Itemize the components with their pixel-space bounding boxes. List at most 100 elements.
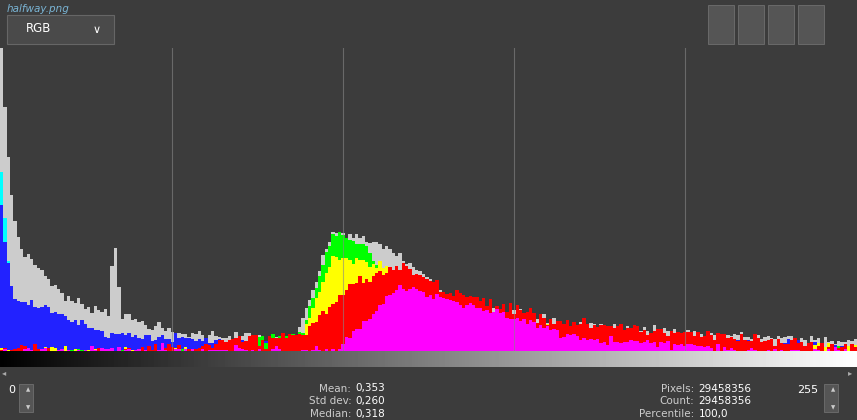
Text: Median:: Median: bbox=[310, 409, 351, 419]
Bar bbox=[723, 341, 727, 351]
Bar bbox=[455, 328, 458, 351]
Text: Mean:: Mean: bbox=[320, 383, 351, 394]
Bar bbox=[683, 332, 686, 351]
Bar bbox=[462, 295, 465, 351]
Bar bbox=[315, 282, 318, 351]
Bar bbox=[130, 346, 134, 351]
Bar bbox=[817, 338, 820, 351]
Bar bbox=[602, 328, 606, 351]
Bar bbox=[472, 305, 476, 351]
Bar bbox=[362, 321, 365, 351]
Bar bbox=[576, 336, 579, 351]
Bar bbox=[750, 344, 753, 351]
Bar bbox=[794, 338, 797, 351]
Bar bbox=[583, 334, 586, 351]
Bar bbox=[97, 330, 100, 351]
Bar bbox=[465, 299, 469, 351]
Bar bbox=[495, 318, 499, 351]
Bar bbox=[258, 342, 261, 351]
Bar bbox=[623, 330, 626, 351]
Bar bbox=[800, 344, 803, 351]
Bar bbox=[767, 346, 770, 351]
Bar bbox=[339, 232, 341, 351]
Bar bbox=[780, 338, 783, 351]
Bar bbox=[743, 350, 746, 351]
Bar bbox=[586, 333, 589, 351]
Bar bbox=[335, 234, 339, 351]
Bar bbox=[713, 346, 716, 351]
Bar bbox=[706, 331, 710, 351]
Bar bbox=[439, 323, 442, 351]
Bar bbox=[385, 246, 388, 351]
Bar bbox=[53, 285, 57, 351]
Bar bbox=[151, 341, 154, 351]
Bar bbox=[566, 333, 569, 351]
Bar bbox=[160, 335, 164, 351]
Bar bbox=[546, 324, 549, 351]
Bar bbox=[144, 350, 147, 351]
Bar bbox=[40, 326, 44, 351]
Bar bbox=[626, 342, 629, 351]
Bar bbox=[813, 349, 817, 351]
Bar bbox=[160, 349, 164, 351]
Bar bbox=[261, 350, 265, 351]
Bar bbox=[592, 341, 596, 351]
Bar bbox=[318, 340, 321, 351]
Bar bbox=[669, 335, 673, 351]
Bar bbox=[472, 350, 476, 351]
Bar bbox=[479, 302, 482, 351]
Bar bbox=[532, 326, 536, 351]
Bar bbox=[803, 339, 806, 351]
Bar bbox=[455, 333, 458, 351]
Text: 0: 0 bbox=[9, 385, 15, 395]
Bar bbox=[536, 330, 539, 351]
Bar bbox=[428, 279, 432, 351]
Bar bbox=[499, 309, 502, 351]
Bar bbox=[225, 342, 228, 351]
Bar bbox=[636, 334, 639, 351]
Bar bbox=[67, 350, 70, 351]
Bar bbox=[516, 310, 518, 351]
Bar bbox=[40, 349, 44, 351]
Bar bbox=[458, 293, 462, 351]
Bar bbox=[646, 339, 650, 351]
Bar bbox=[399, 302, 402, 351]
Bar bbox=[666, 350, 669, 351]
Bar bbox=[840, 346, 843, 351]
Bar bbox=[271, 336, 274, 351]
Bar bbox=[810, 336, 813, 351]
Bar bbox=[472, 315, 476, 351]
Bar bbox=[693, 336, 696, 351]
Bar bbox=[304, 320, 308, 351]
Bar bbox=[492, 320, 495, 351]
Text: 0,260: 0,260 bbox=[356, 396, 386, 406]
Bar bbox=[516, 318, 518, 351]
Bar bbox=[626, 326, 629, 351]
Bar bbox=[529, 327, 532, 351]
Bar bbox=[476, 329, 479, 351]
Bar bbox=[311, 297, 315, 351]
Bar bbox=[579, 322, 583, 351]
Bar bbox=[214, 348, 218, 351]
Bar bbox=[251, 341, 255, 351]
Bar bbox=[402, 260, 405, 351]
Bar bbox=[632, 336, 636, 351]
Bar bbox=[780, 346, 783, 351]
Bar bbox=[174, 333, 177, 351]
Bar bbox=[562, 342, 566, 351]
Bar bbox=[606, 343, 609, 351]
Bar bbox=[124, 350, 127, 351]
Bar bbox=[800, 342, 803, 351]
Bar bbox=[348, 260, 351, 351]
Bar bbox=[817, 346, 820, 351]
Bar bbox=[291, 349, 295, 351]
Bar bbox=[843, 342, 847, 351]
Bar bbox=[609, 326, 613, 351]
Bar bbox=[328, 242, 332, 351]
Bar bbox=[740, 332, 743, 351]
Bar bbox=[703, 343, 706, 351]
Bar bbox=[653, 342, 656, 351]
Bar bbox=[53, 348, 57, 351]
Bar bbox=[539, 329, 542, 351]
Bar bbox=[662, 333, 666, 351]
